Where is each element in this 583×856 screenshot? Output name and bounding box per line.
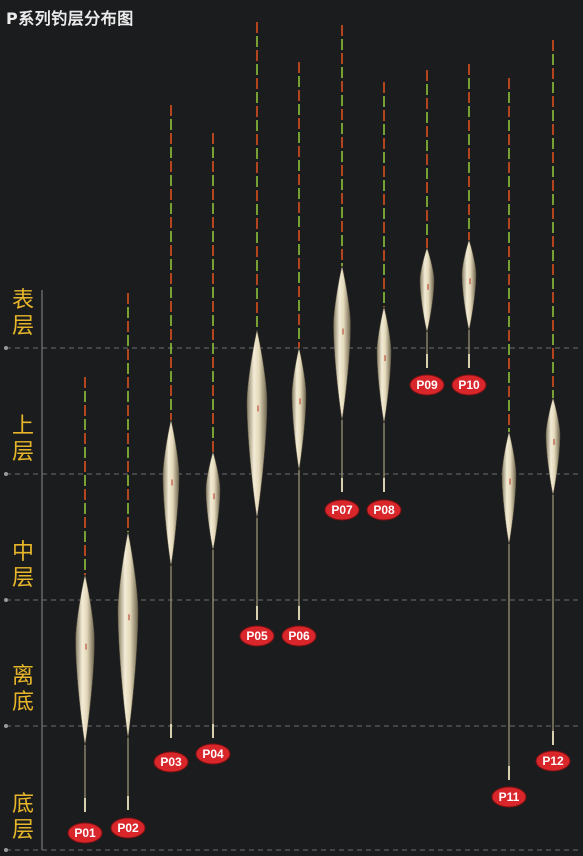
divider-dot xyxy=(4,724,8,728)
divider-dot xyxy=(4,598,8,602)
layer-label-middle: 中层 xyxy=(11,540,34,591)
float-tag-p07 xyxy=(324,499,360,521)
float-label-p10: P10 xyxy=(458,378,480,392)
float-label-p08: P08 xyxy=(373,503,395,517)
float-body-p03 xyxy=(162,419,180,567)
layer-label-surface: 表层 xyxy=(11,288,34,339)
float-label-p04: P04 xyxy=(202,747,224,761)
page-title: P系列钓层分布图 xyxy=(6,9,134,28)
float-tag-p08 xyxy=(366,499,402,521)
float-body-p07 xyxy=(333,265,351,421)
float-label-p07: P07 xyxy=(331,503,353,517)
float-tag-p05 xyxy=(239,625,275,647)
float-label-p06: P06 xyxy=(288,629,310,643)
float-body-p10 xyxy=(461,239,477,331)
divider-dot xyxy=(4,472,8,476)
float-label-p05: P05 xyxy=(246,629,268,643)
float-tag-p09 xyxy=(409,374,445,396)
float-body-p04 xyxy=(205,451,221,551)
float-tag-p12 xyxy=(535,750,571,772)
divider-dot xyxy=(4,346,8,350)
float-body-p02 xyxy=(117,531,139,739)
float-tag-p10 xyxy=(451,374,487,396)
layer-label-off-bottom: 离底 xyxy=(11,664,34,715)
float-body-p08 xyxy=(376,306,392,424)
float-tag-p02 xyxy=(110,817,146,839)
float-tag-p03 xyxy=(153,751,189,773)
float-tag-p11 xyxy=(491,786,527,808)
divider-dot xyxy=(4,848,8,852)
layer-label-upper: 上层 xyxy=(11,414,34,465)
float-label-p02: P02 xyxy=(117,821,139,835)
float-label-p01: P01 xyxy=(74,826,96,840)
float-body-p05 xyxy=(246,329,268,519)
float-label-p12: P12 xyxy=(542,754,564,768)
float-label-p03: P03 xyxy=(160,755,182,769)
float-label-p11: P11 xyxy=(499,790,520,804)
float-tag-p01 xyxy=(67,822,103,844)
float-body-p12 xyxy=(545,397,561,496)
layer-label-bottom: 底层 xyxy=(11,792,34,843)
float-tag-p04 xyxy=(195,743,231,765)
float-body-p09 xyxy=(419,247,435,333)
float-tag-p06 xyxy=(281,625,317,647)
float-body-p11 xyxy=(501,431,517,545)
float-body-p06 xyxy=(291,347,307,471)
float-label-p09: P09 xyxy=(416,378,438,392)
